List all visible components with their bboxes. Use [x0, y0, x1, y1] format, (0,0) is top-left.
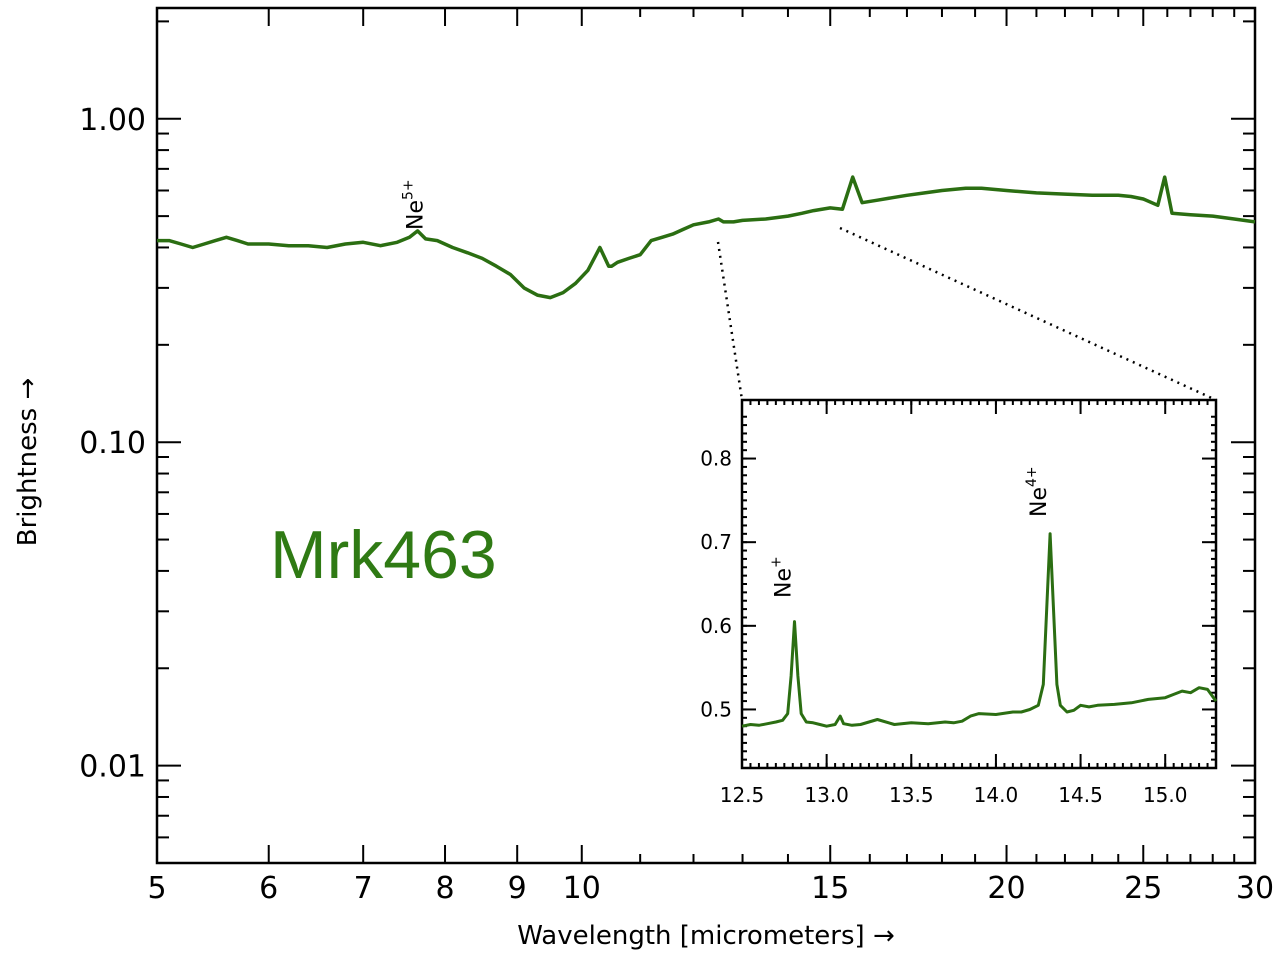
inset-y-tick-label: 0.7: [700, 530, 732, 554]
inset-x-tick-label: 14.5: [1058, 783, 1103, 807]
inset-ion-label: Ne+: [768, 556, 796, 598]
y-tick-label: 0.10: [79, 426, 146, 461]
inset-plot-frame: [740, 398, 1218, 770]
inset-ion-label: Ne4+: [1024, 466, 1052, 517]
ion-charge: 4+: [1024, 466, 1040, 487]
zoom-connector-right: [839, 226, 1217, 402]
inset-x-tick-label: 13.5: [889, 783, 934, 807]
ion-symbol: Ne: [404, 200, 429, 230]
main-axis-ticks: [156, 8, 1256, 863]
ion-charge: +: [768, 556, 784, 568]
x-tick-label: 8: [435, 871, 454, 906]
x-tick-label: 6: [259, 871, 278, 906]
x-tick-label: 7: [354, 871, 373, 906]
main-plot-frame: [155, 6, 1257, 865]
y-tick-label: 0.01: [79, 750, 146, 785]
x-tick-label: 25: [1124, 871, 1162, 906]
x-tick-label: 30: [1236, 871, 1274, 906]
inset-y-tick-label: 0.5: [700, 697, 732, 721]
ion-label-ne5: Ne5+: [401, 179, 429, 230]
main-tick-labels: 5 6 7 8 9 10 15 20 25 30 0.01 0.10 1.00: [79, 103, 1274, 906]
ion-symbol: Ne: [771, 568, 796, 598]
inset-x-tick-label: 14.0: [974, 783, 1019, 807]
inset-spectrum-line: [741, 532, 1218, 728]
inset-x-tick-label: 13.0: [804, 783, 849, 807]
main-ion-labels: Ne5+: [401, 179, 429, 230]
y-axis-label: Brightness →: [13, 378, 43, 547]
x-tick-label: 20: [987, 871, 1025, 906]
inset-x-tick-label: 12.5: [720, 783, 765, 807]
inset-tick-labels: 12.5 13.0 13.5 14.0 14.5 15.0 0.5 0.6 0.7 0.8: [700, 447, 1187, 807]
x-tick-label: 15: [811, 871, 849, 906]
ion-symbol: Ne: [1027, 487, 1052, 517]
x-tick-label: 5: [147, 871, 166, 906]
inset-y-tick-label: 0.6: [700, 614, 732, 638]
x-tick-label: 9: [508, 871, 527, 906]
galaxy-label: Mrk463: [270, 517, 497, 593]
zoom-connector-left: [716, 241, 744, 401]
x-axis-label: Wavelength [micrometers] →: [517, 921, 894, 951]
y-tick-label: 1.00: [79, 103, 146, 138]
ion-charge: 5+: [401, 179, 417, 200]
inset-background: [742, 400, 1216, 768]
inset-ion-labels: Ne+Ne4+: [768, 466, 1052, 598]
main-spectrum-line: [157, 175, 1256, 300]
inset-y-tick-label: 0.8: [700, 447, 732, 471]
inset-x-tick-label: 15.0: [1143, 783, 1188, 807]
x-tick-label: 10: [563, 871, 601, 906]
